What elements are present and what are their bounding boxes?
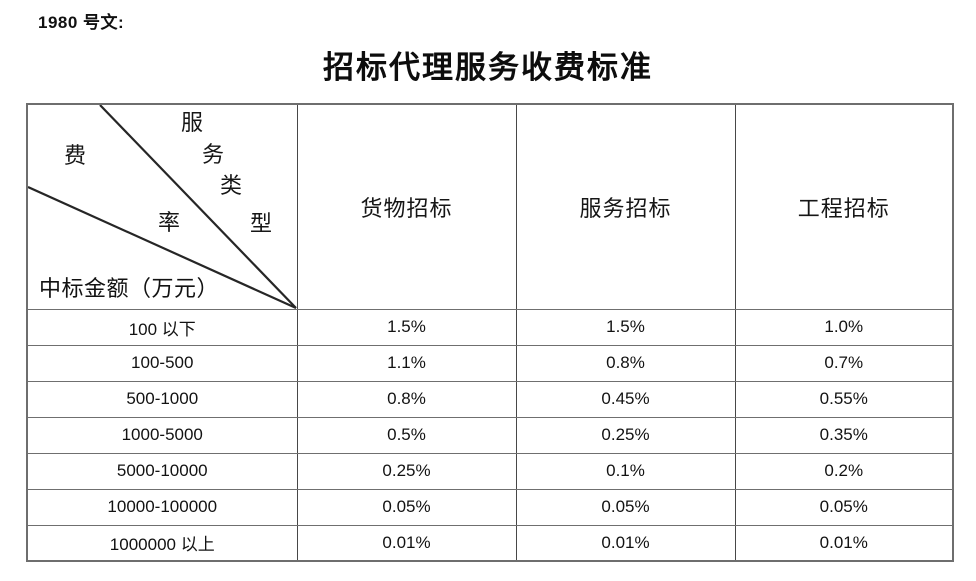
row-label-cell: 100-500 bbox=[26, 344, 298, 382]
fee-value-cell: 1.0% bbox=[734, 308, 954, 346]
fee-value-cell: 0.25% bbox=[515, 416, 736, 454]
column-header-engineering: 工程招标 bbox=[734, 103, 954, 310]
corner-fee-rate-char: 率 bbox=[157, 210, 180, 235]
table-row: 500-1000 0.8% 0.45% 0.55% bbox=[26, 380, 954, 418]
table-row: 10000-100000 0.05% 0.05% 0.05% bbox=[26, 488, 954, 526]
fee-value-cell: 0.05% bbox=[515, 488, 736, 526]
fee-value-cell: 0.45% bbox=[515, 380, 736, 418]
diagonal-divider-lines bbox=[28, 105, 297, 310]
fee-value-cell: 1.5% bbox=[515, 308, 736, 346]
fee-value-cell: 0.7% bbox=[734, 344, 954, 382]
row-label-cell: 1000000 以上 bbox=[26, 524, 298, 562]
fee-value-cell: 0.55% bbox=[734, 380, 954, 418]
fee-value-cell: 0.35% bbox=[734, 416, 954, 454]
fee-value-cell: 0.01% bbox=[734, 524, 954, 562]
diagonal-corner-cell: 服 务 类 型 费 率 中标金额（万元） bbox=[26, 103, 298, 310]
table-row: 100-500 1.1% 0.8% 0.7% bbox=[26, 344, 954, 382]
row-label-cell: 10000-100000 bbox=[26, 488, 298, 526]
table-row: 100 以下 1.5% 1.5% 1.0% bbox=[26, 308, 954, 346]
fee-value-cell: 0.01% bbox=[515, 524, 736, 562]
fee-value-cell: 0.2% bbox=[734, 452, 954, 490]
corner-service-type-char: 服 bbox=[180, 110, 203, 135]
column-header-goods: 货物招标 bbox=[296, 103, 517, 310]
fee-value-cell: 0.05% bbox=[296, 488, 517, 526]
page-title: 招标代理服务收费标准 bbox=[323, 50, 653, 85]
fee-value-cell: 0.1% bbox=[515, 452, 736, 490]
fee-value-cell: 0.05% bbox=[734, 488, 954, 526]
table-row: 1000-5000 0.5% 0.25% 0.35% bbox=[26, 416, 954, 454]
fee-value-cell: 0.01% bbox=[296, 524, 517, 562]
corner-service-type-char: 型 bbox=[249, 211, 272, 236]
fee-standard-table: 服 务 类 型 费 率 中标金额（万元） 货物招标 服务招标 工程招标 100 … bbox=[26, 103, 954, 562]
fee-value-cell: 1.5% bbox=[296, 308, 517, 346]
corner-service-type-char: 务 bbox=[201, 142, 224, 167]
row-label-cell: 100 以下 bbox=[26, 308, 298, 346]
fee-value-cell: 0.8% bbox=[515, 344, 736, 382]
row-label-cell: 1000-5000 bbox=[26, 416, 298, 454]
row-label-cell: 5000-10000 bbox=[26, 452, 298, 490]
corner-fee-rate-char: 费 bbox=[63, 143, 86, 168]
fee-value-cell: 0.8% bbox=[296, 380, 517, 418]
doc-number-label: 1980 号文: bbox=[38, 13, 125, 32]
fee-value-cell: 0.5% bbox=[296, 416, 517, 454]
fee-value-cell: 1.1% bbox=[296, 344, 517, 382]
column-header-service: 服务招标 bbox=[515, 103, 736, 310]
fee-value-cell: 0.25% bbox=[296, 452, 517, 490]
corner-amount-label: 中标金额（万元） bbox=[39, 276, 220, 301]
row-label-cell: 500-1000 bbox=[26, 380, 298, 418]
table-row: 1000000 以上 0.01% 0.01% 0.01% bbox=[26, 524, 954, 562]
table-row: 5000-10000 0.25% 0.1% 0.2% bbox=[26, 452, 954, 490]
header-row: 服 务 类 型 费 率 中标金额（万元） 货物招标 服务招标 工程招标 bbox=[26, 103, 954, 310]
corner-service-type-char: 类 bbox=[219, 173, 242, 198]
